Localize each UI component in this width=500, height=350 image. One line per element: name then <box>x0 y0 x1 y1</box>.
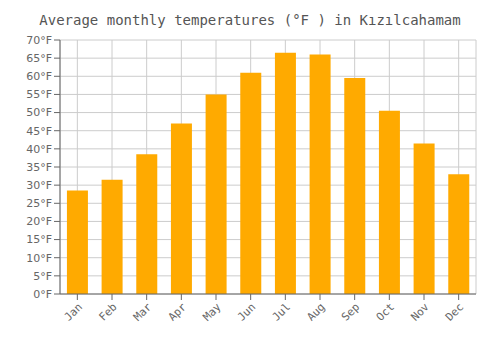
svg-text:15°F: 15°F <box>26 233 52 246</box>
svg-text:70°F: 70°F <box>26 34 52 47</box>
svg-text:35°F: 35°F <box>26 161 52 174</box>
svg-text:50°F: 50°F <box>26 106 52 119</box>
svg-text:Jun: Jun <box>235 300 258 323</box>
svg-text:Sep: Sep <box>339 300 362 323</box>
svg-text:30°F: 30°F <box>26 179 52 192</box>
svg-text:May: May <box>200 300 224 324</box>
svg-text:0°F: 0°F <box>33 288 52 301</box>
svg-text:Oct: Oct <box>374 300 397 323</box>
svg-text:40°F: 40°F <box>26 143 52 156</box>
svg-text:60°F: 60°F <box>26 70 52 83</box>
svg-text:20°F: 20°F <box>26 215 52 228</box>
svg-text:55°F: 55°F <box>26 88 52 101</box>
svg-text:45°F: 45°F <box>26 125 52 138</box>
svg-text:10°F: 10°F <box>26 252 52 265</box>
svg-text:Mar: Mar <box>131 300 155 324</box>
svg-text:Dec: Dec <box>443 300 466 323</box>
svg-text:25°F: 25°F <box>26 197 52 210</box>
svg-text:Feb: Feb <box>96 300 119 323</box>
svg-text:Aug: Aug <box>304 300 327 323</box>
html-text:Average monthly temperatures (: Average monthly temperatures (°F ) in Kı… <box>39 12 461 28</box>
svg-text:65°F: 65°F <box>26 52 52 65</box>
svg-text:5°F: 5°F <box>33 270 52 283</box>
svg-text:Nov: Nov <box>408 300 432 324</box>
svg-text:Jan: Jan <box>62 300 85 323</box>
svg-text:Jul: Jul <box>270 300 293 323</box>
svg-text:Apr: Apr <box>166 300 190 324</box>
